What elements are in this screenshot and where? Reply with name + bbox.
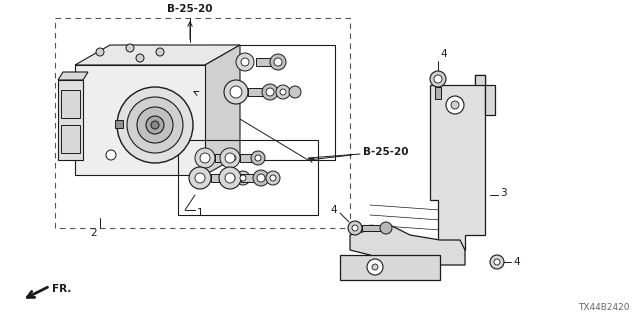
Circle shape	[219, 167, 241, 189]
Polygon shape	[475, 75, 495, 115]
Circle shape	[255, 155, 261, 161]
Circle shape	[151, 121, 159, 129]
Text: 4: 4	[330, 205, 337, 215]
Bar	[256, 58, 274, 66]
Polygon shape	[75, 65, 205, 175]
Bar	[362, 225, 384, 231]
Circle shape	[225, 153, 235, 163]
Bar	[248, 88, 268, 96]
Circle shape	[348, 221, 362, 235]
Bar	[61, 125, 80, 153]
Circle shape	[372, 264, 378, 270]
Text: 2: 2	[90, 228, 97, 238]
Text: TX44B2420: TX44B2420	[579, 303, 630, 312]
Circle shape	[367, 259, 383, 275]
Circle shape	[352, 225, 358, 231]
Circle shape	[230, 155, 236, 161]
Circle shape	[223, 170, 239, 186]
Circle shape	[490, 255, 504, 269]
Circle shape	[289, 86, 301, 98]
Circle shape	[266, 88, 274, 96]
Circle shape	[280, 89, 286, 95]
Circle shape	[270, 54, 286, 70]
Circle shape	[117, 87, 193, 163]
Polygon shape	[75, 45, 240, 65]
Circle shape	[226, 151, 240, 165]
Polygon shape	[58, 72, 88, 80]
Circle shape	[240, 175, 246, 181]
Circle shape	[251, 151, 265, 165]
Circle shape	[195, 148, 215, 168]
Circle shape	[220, 148, 240, 168]
Circle shape	[276, 85, 290, 99]
Circle shape	[146, 116, 164, 134]
Bar	[435, 87, 441, 99]
Text: 3: 3	[500, 188, 507, 198]
Circle shape	[262, 84, 278, 100]
Circle shape	[430, 71, 446, 87]
Circle shape	[451, 101, 459, 109]
Circle shape	[236, 53, 254, 71]
Text: 4: 4	[440, 49, 447, 59]
Polygon shape	[58, 80, 83, 160]
Bar	[240, 154, 256, 162]
Circle shape	[96, 48, 104, 56]
Circle shape	[266, 171, 280, 185]
Text: FR.: FR.	[52, 284, 72, 294]
Circle shape	[189, 167, 211, 189]
Bar	[55, 18, 350, 228]
Bar	[178, 140, 318, 215]
Circle shape	[227, 174, 235, 182]
Polygon shape	[340, 255, 440, 280]
Circle shape	[270, 175, 276, 181]
Circle shape	[230, 86, 242, 98]
Text: B-25-20: B-25-20	[363, 147, 408, 157]
Circle shape	[434, 75, 442, 83]
Circle shape	[253, 170, 269, 186]
Polygon shape	[430, 75, 485, 250]
Circle shape	[137, 107, 173, 143]
Polygon shape	[205, 45, 240, 175]
Bar	[215, 154, 231, 162]
Circle shape	[225, 173, 235, 183]
Circle shape	[126, 44, 134, 52]
Circle shape	[156, 48, 164, 56]
Text: 4: 4	[513, 257, 520, 267]
Circle shape	[224, 80, 248, 104]
Bar	[115, 120, 123, 128]
Circle shape	[241, 58, 249, 66]
Circle shape	[380, 222, 392, 234]
Circle shape	[127, 97, 183, 153]
Bar	[215, 45, 335, 160]
Circle shape	[195, 173, 205, 183]
Circle shape	[106, 150, 116, 160]
Circle shape	[257, 174, 265, 182]
Bar	[241, 174, 259, 182]
Circle shape	[236, 171, 250, 185]
Bar	[211, 174, 229, 182]
Bar	[61, 90, 80, 118]
Circle shape	[446, 96, 464, 114]
Polygon shape	[350, 225, 465, 275]
Circle shape	[274, 58, 282, 66]
Circle shape	[494, 259, 500, 265]
Circle shape	[136, 54, 144, 62]
Text: 1: 1	[197, 208, 204, 218]
Text: B-25-20: B-25-20	[167, 4, 212, 14]
Circle shape	[200, 153, 210, 163]
